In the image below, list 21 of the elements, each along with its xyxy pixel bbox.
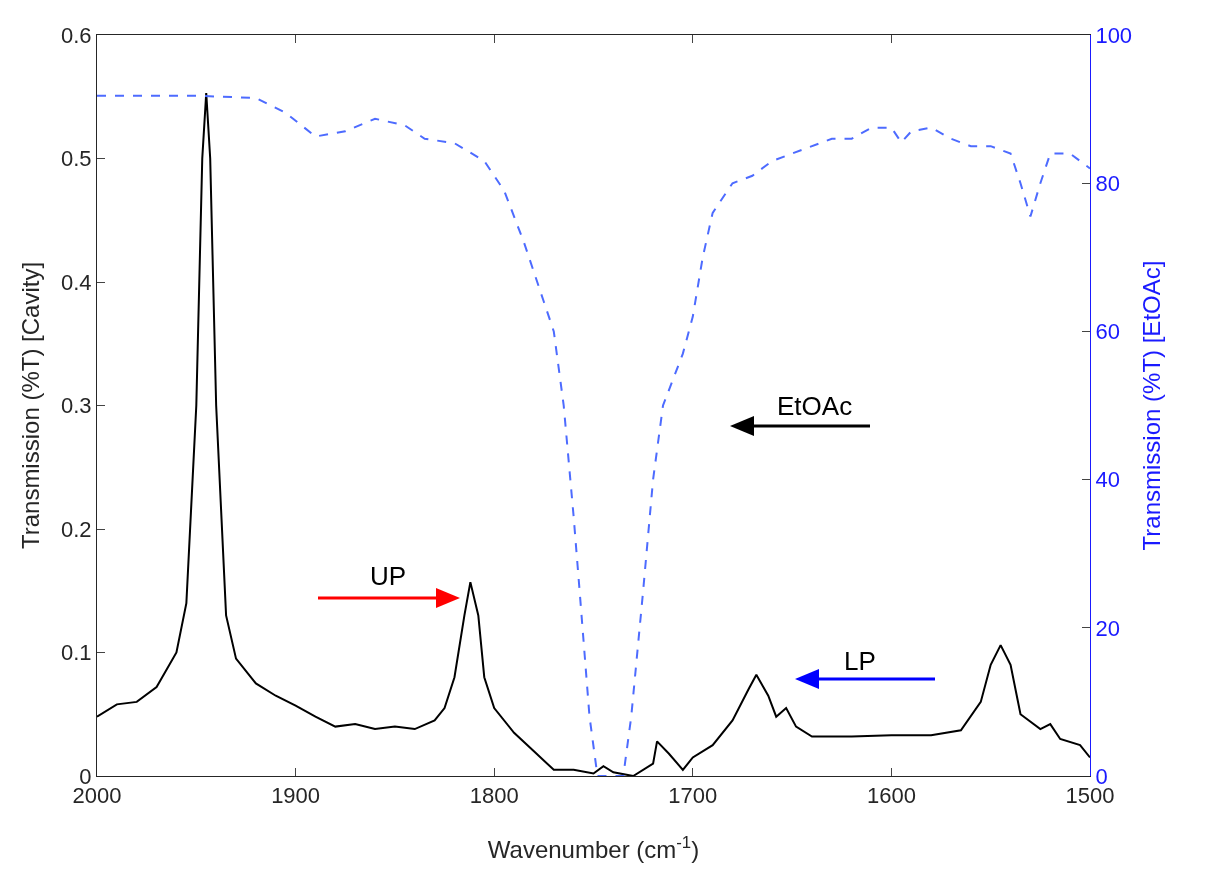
y2-tick-label: 20 — [1095, 615, 1120, 641]
y-tick-label: 0.5 — [61, 146, 92, 172]
y2-tick-label: 60 — [1095, 319, 1120, 345]
x-axis-title: Wavenumber (cm$^{-1}$) — [487, 832, 700, 863]
annotation: EtOAc — [777, 391, 853, 421]
y2-axis-title: Transmission (%T) [EtOAc] — [1138, 260, 1165, 551]
y2-tick-label: 40 — [1095, 467, 1120, 493]
x-tick-label: 1600 — [866, 783, 916, 809]
y2-tick-label: 80 — [1095, 170, 1120, 196]
y-tick-label: 0.3 — [61, 393, 92, 419]
x-tick-label: 1700 — [668, 783, 718, 809]
y-tick-label: 0.4 — [61, 269, 92, 295]
y-axis-title: Transmission (%T) [Cavity] — [17, 261, 44, 550]
y-tick-label: 0.2 — [61, 516, 92, 542]
annotation: UP — [370, 561, 407, 591]
annotation: LP — [844, 646, 876, 676]
x-tick-label: 1800 — [469, 783, 519, 809]
x-tick-label: 1900 — [271, 783, 321, 809]
y2-tick-label: 100 — [1095, 22, 1133, 48]
y-tick-label: 0.6 — [61, 22, 92, 48]
y-tick-label: 0.1 — [61, 640, 92, 666]
